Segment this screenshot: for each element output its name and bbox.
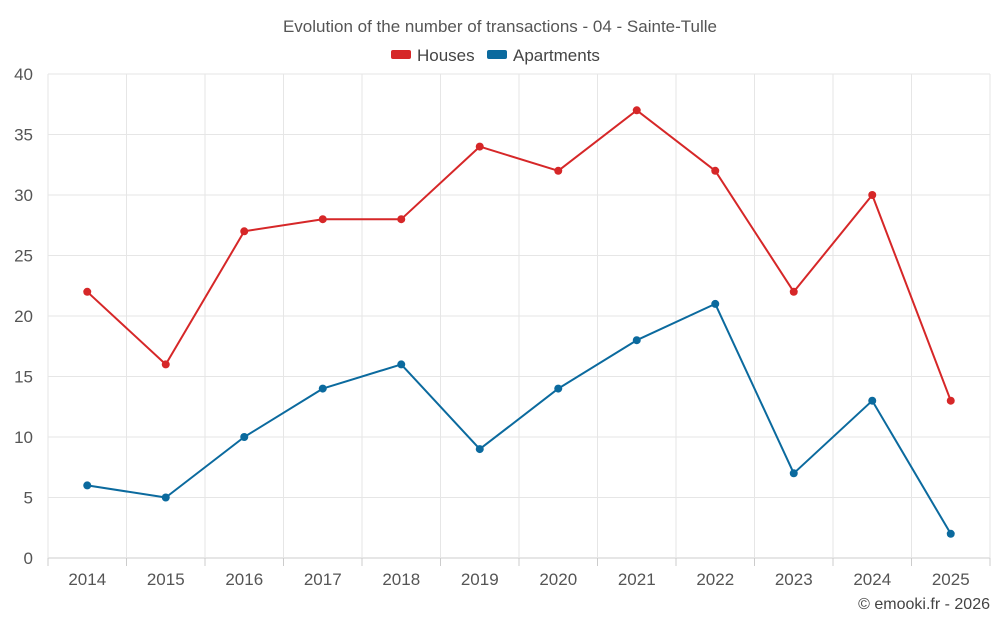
data-point-houses[interactable]: [397, 215, 406, 224]
data-point-apartments[interactable]: [318, 384, 327, 393]
data-point-houses[interactable]: [83, 287, 92, 296]
data-point-houses[interactable]: [161, 360, 170, 369]
x-axis-ticks: 2014 2015 2016 2017 2018 2019 2020 2021 2022 2023…: [68, 570, 969, 589]
chart-title: Evolution of the number of transactions …: [283, 17, 717, 36]
credit-text: © emooki.fr - 2026: [858, 596, 990, 613]
series-line-houses: [86, 109, 952, 402]
data-point-apartments[interactable]: [632, 336, 641, 345]
y-tick-label: 10: [14, 428, 33, 447]
x-tick-label: 2022: [696, 570, 734, 589]
y-tick-label: 30: [14, 186, 33, 205]
data-point-apartments[interactable]: [475, 445, 484, 454]
x-tick-label: 2024: [853, 570, 891, 589]
legend-swatch-apartments: [487, 50, 507, 59]
data-point-houses[interactable]: [868, 191, 877, 199]
data-point-houses[interactable]: [240, 227, 249, 236]
y-tick-label: 20: [14, 307, 33, 326]
data-point-houses[interactable]: [789, 287, 798, 296]
legend[interactable]: Houses Apartments: [391, 46, 600, 65]
x-tick-label: 2016: [225, 570, 263, 589]
data-point-houses[interactable]: [318, 215, 327, 224]
data-point-houses[interactable]: [946, 396, 955, 405]
data-point-apartments[interactable]: [789, 469, 798, 478]
x-tick-label: 2017: [304, 570, 342, 589]
x-tick-label: 2023: [775, 570, 813, 589]
x-tick-label: 2020: [539, 570, 577, 589]
data-point-apartments[interactable]: [868, 396, 877, 405]
data-point-houses[interactable]: [711, 166, 720, 175]
legend-item-houses[interactable]: Houses: [391, 46, 475, 65]
x-tick-label: 2018: [382, 570, 420, 589]
y-tick-label: 40: [14, 65, 33, 84]
data-point-houses[interactable]: [632, 106, 641, 115]
data-point-apartments[interactable]: [240, 433, 249, 441]
legend-label-houses: Houses: [417, 46, 475, 65]
series-layer: [83, 106, 955, 538]
x-tick-label: 2025: [932, 570, 970, 589]
data-point-apartments[interactable]: [946, 529, 955, 538]
x-tick-label: 2014: [68, 570, 106, 589]
data-point-apartments[interactable]: [711, 299, 720, 308]
y-tick-label: 0: [24, 549, 33, 568]
legend-item-apartments[interactable]: Apartments: [487, 46, 600, 65]
x-tick-label: 2021: [618, 570, 656, 589]
x-tick-label: 2019: [461, 570, 499, 589]
y-tick-label: 35: [14, 126, 33, 145]
data-point-apartments[interactable]: [83, 481, 92, 490]
data-point-apartments[interactable]: [554, 384, 563, 393]
y-tick-label: 5: [24, 489, 33, 508]
data-point-apartments[interactable]: [161, 493, 170, 502]
data-point-houses[interactable]: [475, 142, 484, 151]
series-line-apartments: [87, 302, 952, 535]
y-tick-label: 25: [14, 247, 33, 266]
y-tick-label: 15: [14, 368, 33, 387]
legend-swatch-houses: [391, 50, 411, 59]
data-point-apartments[interactable]: [397, 360, 406, 369]
x-tick-label: 2015: [147, 570, 185, 589]
data-point-houses[interactable]: [554, 166, 563, 175]
legend-label-apartments: Apartments: [513, 46, 600, 65]
grid-lines: [47, 73, 991, 566]
y-axis-ticks: 0 5 10 15 20 25 30 35 40: [14, 65, 33, 568]
